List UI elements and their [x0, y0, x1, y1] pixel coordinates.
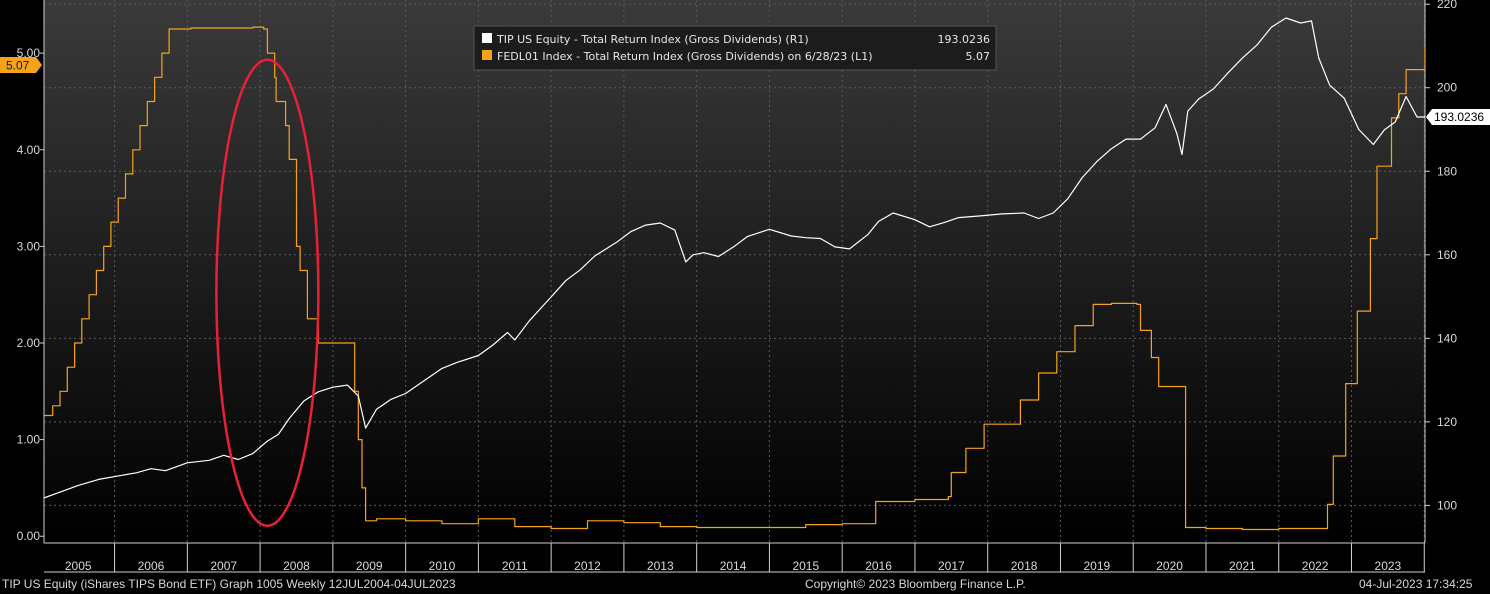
right-axis-ticks: 100 120 140 160 180 200 220	[1437, 0, 1457, 512]
left-tick-label: 0.00	[17, 529, 41, 543]
x-tick-label: 2017	[938, 559, 965, 573]
footer-description: TIP US Equity (iShares TIPS Bond ETF) Gr…	[2, 577, 456, 591]
legend-label-fedl01: FEDL01 Index - Total Return Index (Gross…	[497, 50, 873, 63]
x-axis-ticks: 2005 2006 2007 2008 2009 2010 2011 2012 2013 2014…	[65, 559, 1402, 573]
x-tick-label: 2020	[1156, 559, 1183, 573]
x-tick-label: 2010	[429, 559, 456, 573]
legend-swatch-fedl01	[482, 50, 492, 60]
x-tick-label: 2019	[1083, 559, 1110, 573]
legend: TIP US Equity - Total Return Index (Gros…	[473, 25, 997, 71]
gridlines	[44, 0, 1425, 543]
right-last-value-badge: 193.0236	[1426, 108, 1490, 125]
plot-background	[44, 0, 1425, 543]
right-tick-label: 160	[1437, 248, 1457, 262]
right-tick-label: 120	[1437, 415, 1457, 429]
x-tick-label: 2016	[865, 559, 892, 573]
right-tick-label: 200	[1437, 81, 1457, 95]
left-tick-label: 3.00	[17, 239, 41, 253]
fedl01-series-line	[44, 26, 1425, 531]
highlight-ellipse	[215, 58, 320, 528]
legend-box	[473, 25, 997, 71]
series-lines	[44, 17, 1425, 531]
legend-swatch-tip	[482, 33, 492, 43]
left-last-value-badge: 5.07	[0, 57, 42, 73]
x-tick-label: 2009	[356, 559, 383, 573]
left-tick-label: 4.00	[17, 143, 41, 157]
x-tick-label: 2018	[1011, 559, 1038, 573]
legend-label-tip: TIP US Equity - Total Return Index (Gros…	[496, 33, 809, 46]
axes	[40, 0, 1430, 573]
right-tick-label: 100	[1437, 498, 1457, 512]
x-tick-label: 2012	[574, 559, 601, 573]
x-tick-label: 2006	[138, 559, 165, 573]
right-tick-label: 180	[1437, 164, 1457, 178]
x-tick-label: 2011	[502, 559, 528, 573]
right-last-value-text: 193.0236	[1434, 110, 1484, 124]
x-tick-label: 2008	[283, 559, 310, 573]
legend-value-fedl01: 5.07	[966, 50, 991, 63]
footer-timestamp: 04-Jul-2023 17:34:25	[1359, 577, 1473, 591]
x-tick-label: 2015	[792, 559, 819, 573]
annotation-ellipse	[215, 58, 320, 528]
right-tick-label: 140	[1437, 331, 1457, 345]
x-tick-label: 2013	[647, 559, 674, 573]
right-tick-label: 220	[1437, 0, 1457, 11]
x-tick-label: 2022	[1302, 559, 1329, 573]
tip-series-line	[44, 17, 1425, 499]
x-tick-label: 2014	[720, 559, 747, 573]
x-tick-label: 2007	[210, 559, 237, 573]
left-tick-label: 2.00	[17, 336, 41, 350]
left-last-value-text: 5.07	[6, 59, 30, 73]
x-tick-label: 2005	[65, 559, 92, 573]
left-tick-label: 5.00	[17, 46, 41, 60]
legend-value-tip: 193.0236	[938, 33, 991, 46]
footer-copyright: Copyright© 2023 Bloomberg Finance L.P.	[805, 577, 1026, 591]
left-tick-label: 1.00	[17, 433, 41, 447]
x-tick-label: 2023	[1375, 559, 1402, 573]
x-tick-label: 2021	[1229, 559, 1256, 573]
left-axis-ticks: 0.00 1.00 2.00 3.00 4.00 5.00	[17, 46, 41, 543]
